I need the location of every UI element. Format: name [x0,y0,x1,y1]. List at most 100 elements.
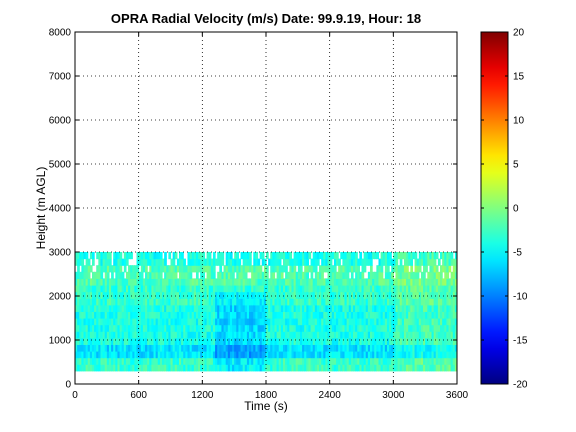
heatmap-cell [446,258,450,266]
heatmap-cell [168,285,172,293]
heatmap-cell [123,318,127,326]
heatmap-cell [155,285,159,293]
heatmap-cell [282,304,286,312]
heatmap-cell [259,311,263,319]
heatmap-cell [314,278,318,286]
heatmap-cell [132,364,136,372]
heatmap-cell [187,311,191,319]
heatmap-cell [454,357,457,365]
heatmap-cell [355,318,358,326]
heatmap-cell [136,364,140,372]
heatmap-cell [325,311,329,319]
heatmap-cell [376,364,380,372]
heatmap-cell [308,318,312,326]
heatmap-cell [111,291,114,299]
heatmap-cell [342,252,346,260]
heatmap-cell [321,331,324,339]
heatmap-cell [280,311,284,319]
heatmap-cell [147,278,150,286]
heatmap-cell [304,364,307,372]
heatmap-cell [229,351,233,359]
heatmap-cell [391,311,394,319]
heatmap-cell [374,364,377,372]
heatmap-cell [340,252,343,260]
heatmap-cell [340,278,343,286]
heatmap-cell [380,364,384,372]
heatmap-cell [336,344,339,352]
heatmap-cell [423,344,426,352]
heatmap-cell [329,252,333,260]
heatmap-cell [189,304,193,312]
heatmap-cell [406,324,409,332]
heatmap-cell [353,318,356,326]
heatmap-cell [176,291,180,299]
heatmap-cell [323,311,327,319]
heatmap-cell [285,357,288,365]
heatmap-cell [287,285,290,293]
heatmap-cell [134,318,138,326]
heatmap-cell [140,324,144,332]
heatmap-cell [440,331,443,339]
heatmap-cell [145,331,148,339]
heatmap-cell [431,318,435,326]
heatmap-cell [178,331,182,339]
heatmap-cell [257,351,261,359]
colorbar-tick-label: -10 [513,292,528,303]
heatmap-cell [189,364,193,372]
heatmap-cell [355,357,358,365]
heatmap-cell [416,324,420,332]
heatmap-cell [393,304,397,312]
heatmap-cell [246,265,250,273]
heatmap-cell [369,258,373,266]
heatmap-cell [227,351,231,359]
heatmap-cell [427,318,431,326]
heatmap-cell [437,285,441,293]
heatmap-cell [348,344,352,352]
x-tick-label: 3000 [382,390,405,401]
heatmap-cell [168,271,172,279]
heatmap-cell [350,291,354,299]
heatmap-cell [111,271,114,279]
heatmap-cell [198,258,201,266]
heatmap-cell [299,344,303,352]
heatmap-cell [357,271,360,279]
heatmap-cell [249,278,252,286]
heatmap-cell [98,258,102,266]
heatmap-cell [138,311,142,319]
heatmap-cell [215,285,218,293]
heatmap-cell [83,285,87,293]
heatmap-cell [212,324,216,332]
heatmap-cell [187,331,191,339]
heatmap-cell [437,337,441,345]
heatmap-cell [79,258,82,266]
heatmap-cell [119,265,123,273]
heatmap-cell [200,298,203,306]
chart-title: OPRA Radial Velocity (m/s) Date: 99.9.19… [111,11,421,26]
heatmap-cell [94,311,97,319]
heatmap-cell [96,304,99,312]
heatmap-cell [195,304,199,312]
heatmap-cell [102,265,106,273]
heatmap-cell [289,285,293,293]
heatmap-cell [401,364,405,372]
heatmap-cell [136,351,140,359]
heatmap-cell [119,357,123,365]
heatmap-cell [117,344,121,352]
colorbar-tick-label: 15 [513,72,525,83]
heatmap-cell [208,285,212,293]
heatmap-cell [393,364,397,372]
heatmap-cell [174,285,178,293]
heatmap-cell [100,258,104,266]
heatmap-cell [121,291,125,299]
heatmap-cell [178,265,182,273]
heatmap-cell [202,278,206,286]
heatmap-cell [403,291,407,299]
heatmap-cell [181,291,184,299]
heatmap-cell [287,331,290,339]
heatmap-cell [282,265,286,273]
heatmap-cell [299,278,303,286]
heatmap-cell [193,252,197,260]
heatmap-cell [399,265,403,273]
heatmap-cell [278,285,282,293]
heatmap-cell [270,357,273,365]
